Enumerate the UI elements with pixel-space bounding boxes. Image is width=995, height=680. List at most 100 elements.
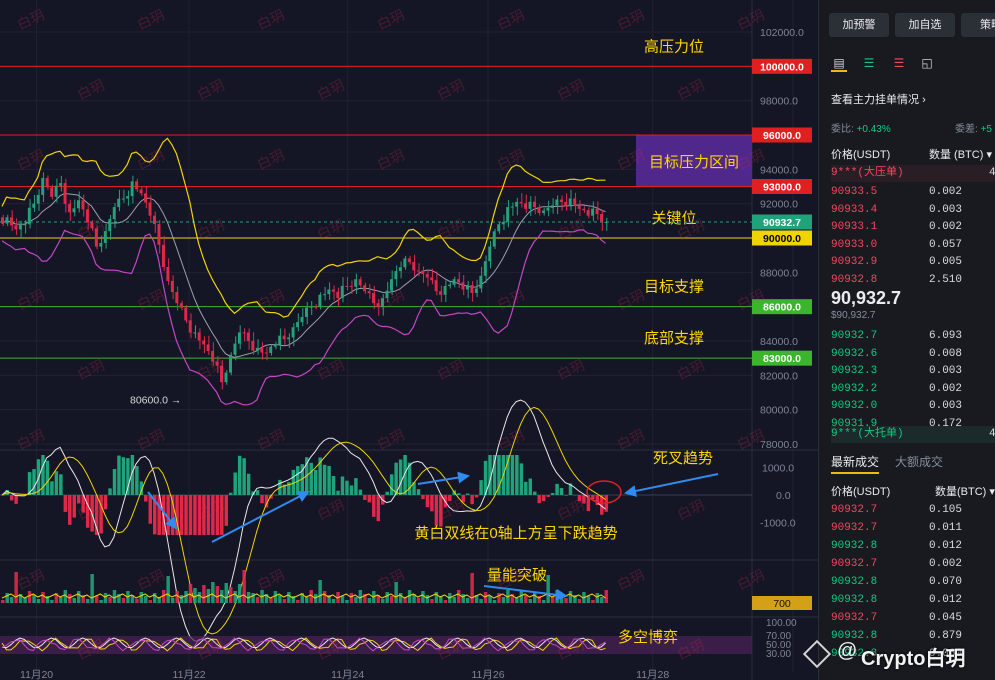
volume-bar — [278, 595, 282, 603]
macd-histogram-bar — [14, 495, 18, 504]
volume-bar — [470, 573, 474, 603]
candle-body — [50, 187, 54, 197]
candle — [541, 207, 545, 216]
candle — [130, 175, 134, 204]
volume-bar — [501, 597, 506, 603]
trade-row[interactable]: 90932.8 0.060 — [831, 646, 995, 663]
macd-histogram-bar — [541, 495, 546, 502]
orderbook-qty-header[interactable]: 数量 (BTC) ▾ — [929, 149, 992, 161]
candle — [45, 175, 49, 190]
candle — [546, 200, 550, 217]
price-tick-label: 80000.0 — [760, 405, 798, 417]
candle-body — [412, 262, 416, 271]
candle — [313, 304, 317, 310]
tab-latest-trades[interactable]: 最新成交 — [831, 453, 880, 474]
trade-row[interactable]: 90932.7 0.002 — [831, 556, 995, 573]
trades-qty-header[interactable]: 数量(BTC) ▾ — [935, 486, 995, 498]
ask-row[interactable]: 90933.4 0.003 — [831, 202, 995, 219]
trade-row[interactable]: 90932.7 0.045 — [831, 610, 995, 627]
candles[interactable]: 80600.0 → — [1, 172, 608, 406]
macd-histogram-bar — [506, 455, 510, 495]
candle — [14, 218, 18, 236]
trade-row[interactable]: 90932.8 0.879 — [831, 628, 995, 645]
orderbook-asks-icon[interactable]: ☰ — [893, 56, 905, 70]
ask-row[interactable]: 90932.9 0.005 — [831, 254, 995, 271]
candle-body — [573, 198, 577, 206]
macd-histogram-bar — [372, 495, 376, 517]
row-price: 90932.7 — [831, 522, 878, 534]
candle — [497, 221, 501, 234]
candle — [260, 342, 264, 360]
candle — [197, 328, 201, 350]
trade-row[interactable]: 90932.7 0.011 — [831, 520, 995, 537]
candle — [448, 282, 452, 289]
row-qty: 0.003 — [929, 400, 963, 412]
credit-text: Crypto白玥 — [861, 648, 966, 670]
volume-tag-label: 700 — [773, 598, 791, 610]
orderbook-both-icon[interactable]: ▤ — [831, 56, 847, 72]
time-tick-label: 11月28 — [636, 669, 669, 680]
trade-row[interactable]: 90932.8 0.012 — [831, 538, 995, 555]
big-sell-row[interactable]: 9***(大压单)49 — [831, 165, 995, 182]
candle — [32, 194, 36, 212]
macd-histogram-bar — [407, 462, 412, 495]
candle-body — [1, 217, 4, 224]
view-main-orders-link[interactable]: 查看主力挂单情况 › — [831, 94, 926, 106]
row-price: 90932.8 — [831, 630, 878, 642]
trade-row[interactable]: 90932.7 0.105 — [831, 502, 995, 519]
candle — [305, 302, 308, 325]
candle-body — [501, 221, 505, 225]
expand-icon[interactable]: ◱ — [921, 56, 933, 70]
candle-body — [340, 285, 344, 299]
macd-histogram-bar — [354, 478, 358, 495]
candle-body — [309, 306, 313, 308]
macd-histogram-bar — [296, 466, 300, 495]
volume-bar — [345, 600, 349, 603]
big-buy-row[interactable]: 9***(大托单)49 — [831, 426, 995, 443]
trade-row[interactable]: 90932.8 0.070 — [831, 574, 995, 591]
ask-row[interactable]: 90933.0 0.057 — [831, 237, 995, 254]
candle-body — [443, 286, 447, 295]
add-watchlist-button[interactable]: 加自选 — [895, 13, 955, 37]
candle-body — [533, 201, 536, 208]
macd-histogram-bar — [45, 460, 50, 495]
candle-body — [264, 352, 268, 354]
ask-row[interactable]: 90933.5 0.002 — [831, 184, 995, 201]
orderbook-bids-icon[interactable]: ☰ — [863, 56, 875, 70]
volume-bar — [327, 595, 331, 603]
candle — [367, 284, 371, 299]
trade-row[interactable]: 90932.8 0.012 — [831, 592, 995, 609]
ask-row[interactable]: 90933.1 0.002 — [831, 219, 995, 236]
macd-histogram-bar — [340, 476, 345, 495]
macd-histogram-bar — [389, 474, 394, 495]
bid-row[interactable]: 90932.2 0.002 — [831, 381, 995, 398]
macd-histogram-bar — [457, 493, 461, 495]
candle — [220, 360, 224, 390]
volume-bar — [81, 595, 85, 603]
macd-histogram-bar — [126, 458, 130, 495]
volume-bar — [421, 591, 425, 603]
bid-row[interactable]: 90932.3 0.003 — [831, 363, 995, 380]
ask-row[interactable]: 90932.8 2.510 — [831, 272, 995, 289]
bid-row[interactable]: 90932.7 6.093 — [831, 328, 995, 345]
add-alert-button[interactable]: 加预警 — [829, 13, 889, 37]
volume-bar — [18, 594, 23, 603]
candle-body — [112, 207, 116, 220]
candle-body — [555, 199, 559, 206]
candle — [161, 236, 165, 272]
macd-histogram-bar — [559, 488, 564, 495]
candle — [255, 339, 259, 355]
macd-histogram-bar — [403, 455, 407, 495]
strategy-button[interactable]: 策略 — [961, 13, 995, 37]
volume-bar — [41, 592, 45, 603]
orderbook-panel: 加预警 加自选 策略 ▤ ☰ ☰ ◱ 查看主力挂单情况 › 委比: +0.43%… — [818, 0, 995, 680]
candle-body — [59, 183, 63, 186]
bid-row[interactable]: 90932.0 0.003 — [831, 398, 995, 415]
macd-histogram-bar — [206, 495, 211, 535]
volume-bar — [220, 590, 224, 603]
tab-large-trades[interactable]: 大额成交 — [895, 455, 944, 469]
bid-row[interactable]: 90932.6 0.008 — [831, 346, 995, 363]
volume-bar — [233, 591, 237, 603]
